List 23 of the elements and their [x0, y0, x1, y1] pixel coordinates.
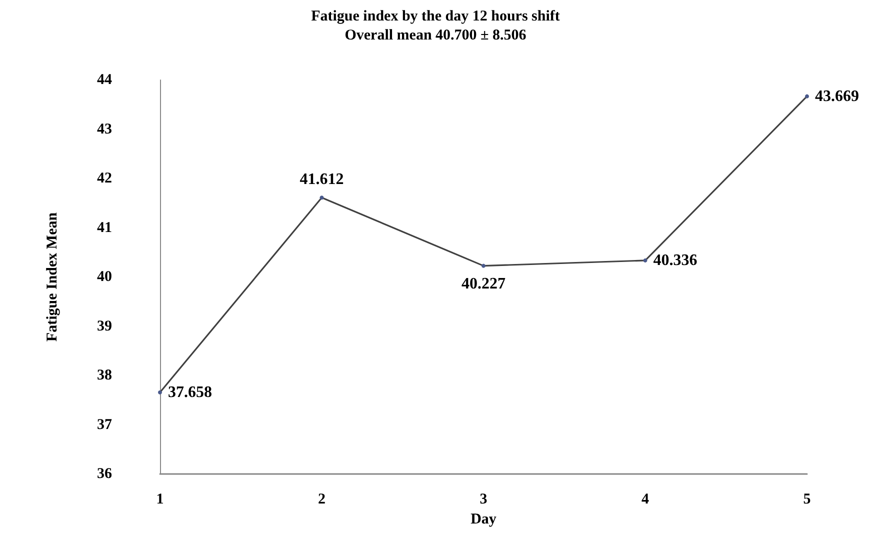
y-tick-label: 36	[97, 466, 112, 482]
y-tick-label: 37	[97, 416, 112, 433]
y-tick-label: 44	[97, 72, 112, 88]
data-label: 43.669	[815, 88, 859, 105]
x-tick-label: 3	[480, 492, 488, 508]
y-tick-label: 41	[97, 220, 112, 236]
data-label: 41.612	[300, 171, 344, 188]
x-tick-label: 2	[318, 492, 326, 508]
chart-title: Fatigue index by the day 12 hours shift	[311, 8, 560, 24]
y-tick-label: 38	[97, 368, 112, 384]
x-tick-label: 4	[642, 492, 650, 508]
data-label: 37.658	[168, 384, 212, 401]
x-tick-label: 1	[156, 492, 164, 508]
y-tick-label: 40	[97, 269, 112, 285]
y-tick-label: 39	[97, 318, 112, 334]
chart-subtitle: Overall mean 40.700 ± 8.506	[344, 28, 527, 44]
y-tick-label: 42	[97, 170, 112, 186]
x-axis-title: Day	[470, 512, 497, 528]
y-tick-label: 43	[97, 121, 112, 138]
data-label: 40.336	[653, 252, 698, 269]
y-axis-title: Fatigue Index Mean	[44, 212, 60, 342]
x-tick-label: 5	[803, 492, 811, 508]
data-label: 40.227	[462, 275, 506, 292]
